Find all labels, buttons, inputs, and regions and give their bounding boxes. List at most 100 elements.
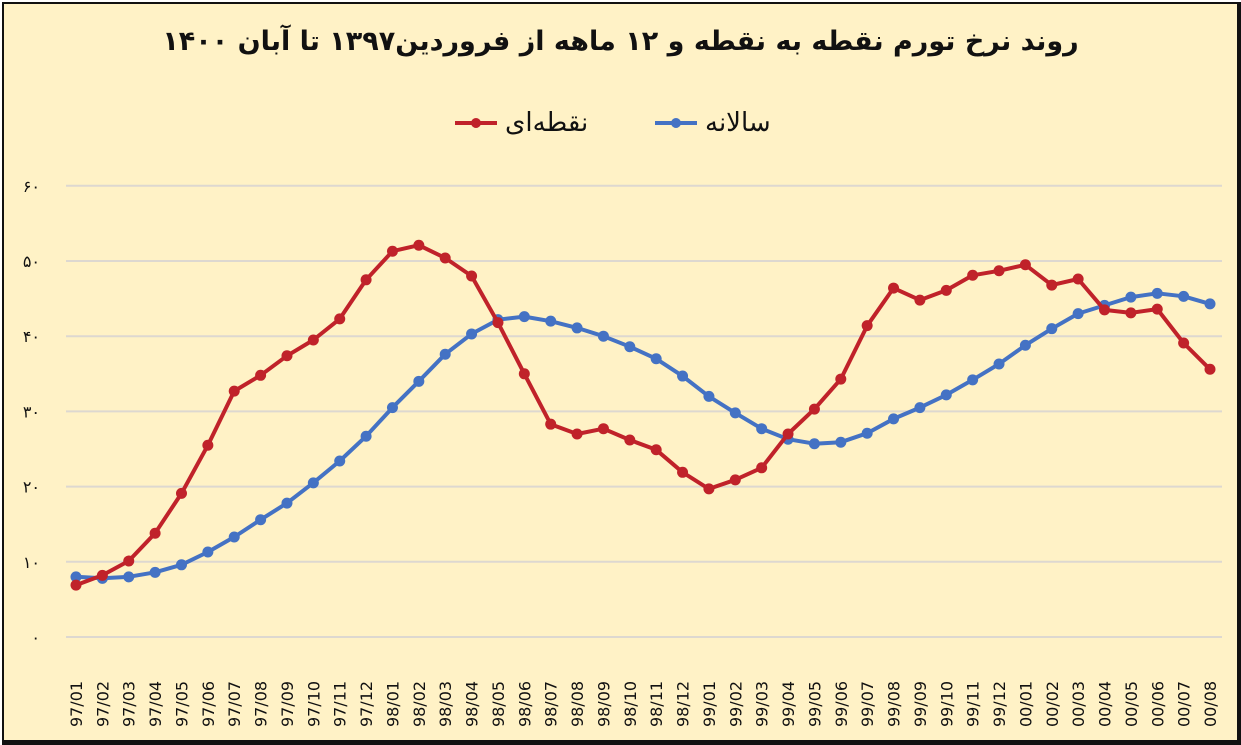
x-tick-label: 98/02 [410,681,429,727]
data-point [518,311,530,323]
x-tick-label: 99/11 [964,681,983,727]
x-tick-label: 99/08 [885,681,904,727]
data-point [255,369,267,381]
x-tick-label: 98/11 [647,681,666,727]
data-point [70,571,82,583]
x-tick-label: 99/07 [858,681,877,727]
data-point [597,423,609,435]
legend-marker-point-icon [455,118,497,128]
data-point [202,546,214,558]
x-tick-label: 99/12 [990,681,1009,727]
data-point [492,317,504,329]
x-tick-label: 98/12 [674,681,693,727]
data-point [677,370,689,382]
data-point [1204,298,1216,310]
data-point [175,487,187,499]
data-point [597,330,609,342]
data-point [1125,307,1137,319]
data-point [123,571,135,583]
data-point [518,368,530,380]
data-point [1099,304,1111,316]
data-point [1178,290,1190,302]
data-point [545,315,557,327]
x-tick-label: 97/02 [93,681,112,727]
data-point [1046,279,1058,291]
legend-label-annual: سالانه [705,108,771,138]
data-point [756,462,768,474]
legend-item-point: نقطه‌ای [455,108,588,138]
x-tick-label: 97/12 [357,681,376,727]
data-point [650,353,662,365]
data-point [307,477,319,489]
data-point [861,320,873,332]
x-tick-label: 97/04 [146,681,165,727]
x-tick-label: 98/09 [594,681,613,727]
data-point [202,439,214,451]
data-point [1019,339,1031,351]
x-tick-label: 99/10 [937,681,956,727]
data-point [861,427,873,439]
x-axis-ticks: 97/01 97/02 97/03 97/04 97/05 97/06 97/07 97/08… [67,681,1220,727]
data-point [1204,363,1216,375]
data-point [386,245,398,257]
x-tick-label: 99/06 [832,681,851,727]
x-tick-label: 98/07 [542,681,561,727]
series-point [70,239,1216,591]
x-tick-label: 00/04 [1096,681,1115,727]
data-point [1046,323,1058,335]
data-point [1151,303,1163,315]
data-point [967,269,979,281]
y-tick-label: ۲۰ [23,478,40,497]
data-point [940,389,952,401]
data-point [360,274,372,286]
data-point [228,385,240,397]
x-tick-label: 98/01 [383,681,402,727]
data-point [281,497,293,509]
data-point [1072,308,1084,320]
chart-title: روند نرخ تورم نقطه به نقطه و ۱۲ ماهه از … [162,26,1079,57]
series-line [75,243,1212,587]
data-point [70,579,82,591]
y-tick-label: ۳۰ [23,402,40,421]
data-point [413,239,425,251]
data-point [149,527,161,539]
data-point [967,374,979,386]
data-point [650,444,662,456]
x-tick-label: 97/07 [225,681,244,727]
y-tick-label: ۶۰ [23,177,40,196]
data-point [149,566,161,578]
data-point [439,252,451,264]
data-point [756,423,768,435]
x-tick-label: 98/10 [621,681,640,727]
data-point [703,390,715,402]
data-point [1072,273,1084,285]
x-tick-label: 97/10 [304,681,323,727]
x-tick-label: 99/03 [753,681,772,727]
x-tick-label: 00/03 [1069,681,1088,727]
data-point [571,428,583,440]
legend-marker-annual-icon [655,118,697,128]
data-point [888,282,900,294]
data-point [1178,337,1190,349]
x-tick-label: 00/07 [1175,681,1194,727]
data-point [307,334,319,346]
data-point [729,407,741,419]
y-tick-label: ۱۰ [23,553,40,572]
data-point [571,322,583,334]
data-point [993,358,1005,370]
x-tick-label: 99/05 [805,681,824,727]
y-tick-label: ۴۰ [23,327,40,346]
x-tick-label: 97/09 [278,681,297,727]
data-point [545,418,557,430]
y-axis-ticks: ۰ ۱۰ ۲۰ ۳۰ ۴۰ ۵۰ ۶۰ [23,177,40,647]
data-point [782,428,794,440]
data-point [334,455,346,467]
data-point [835,436,847,448]
data-point [914,294,926,306]
x-tick-label: 97/01 [67,681,86,727]
data-point [439,348,451,360]
y-tick-label: ۵۰ [23,252,40,271]
data-point [624,341,636,353]
x-tick-label: 98/05 [489,681,508,727]
x-tick-label: 98/08 [568,681,587,727]
